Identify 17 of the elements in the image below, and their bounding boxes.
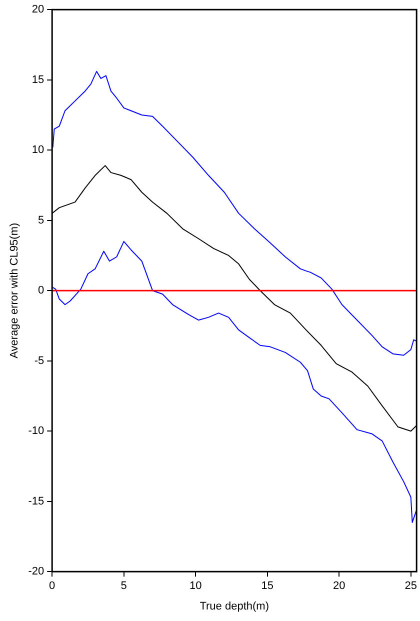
x-tick-label: 20 xyxy=(332,580,346,592)
y-axis-title: Average error with CL95(m) xyxy=(8,222,21,358)
y-tick-label: -10 xyxy=(28,425,44,438)
x-tick-label: 10 xyxy=(189,580,202,592)
y-tick-label: -5 xyxy=(34,354,44,367)
y-tick-label: 5 xyxy=(38,214,44,226)
y-tick-label: 15 xyxy=(32,74,44,86)
x-tick-label: 15 xyxy=(261,580,274,592)
y-tick-label: 10 xyxy=(32,144,44,156)
y-tick-label: 20 xyxy=(32,4,44,16)
x-tick-label: 25 xyxy=(404,580,417,592)
y-tick-label: 0 xyxy=(38,284,44,297)
y-tick-label: -15 xyxy=(28,495,44,508)
x-tick-label: 5 xyxy=(120,580,127,592)
x-tick-label: 0 xyxy=(49,580,56,592)
x-axis-title: True depth(m) xyxy=(200,600,269,612)
y-tick-label: -20 xyxy=(28,566,44,578)
